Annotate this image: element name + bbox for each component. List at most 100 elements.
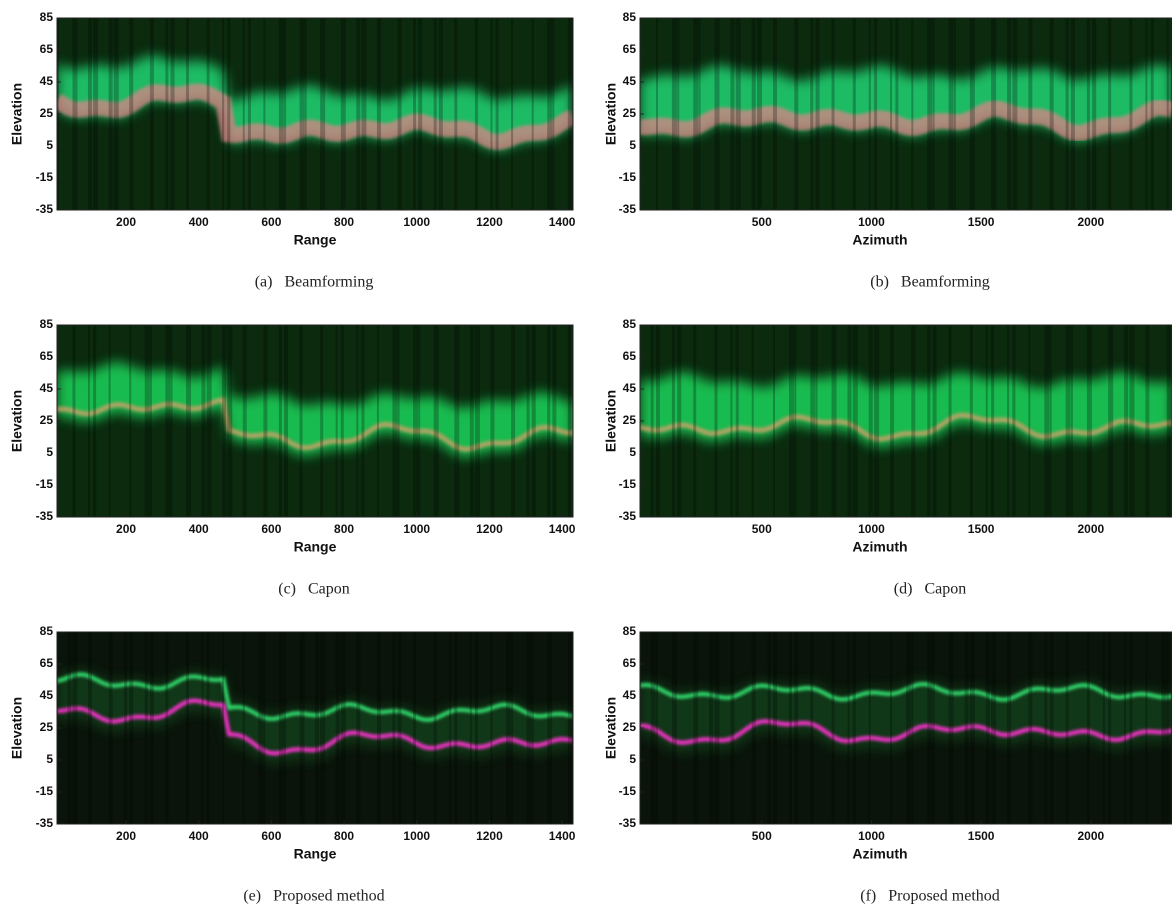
stripe bbox=[438, 18, 443, 210]
stripe bbox=[735, 325, 739, 517]
green-band bbox=[640, 679, 1172, 753]
stripe bbox=[335, 632, 340, 824]
tomogram bbox=[57, 18, 573, 210]
stripe bbox=[1065, 18, 1069, 210]
y-axis-label: Elevation bbox=[9, 390, 25, 452]
stripe bbox=[201, 325, 206, 517]
stripe bbox=[852, 325, 858, 517]
y-tick-label: 25 bbox=[623, 106, 637, 120]
red-layer bbox=[57, 83, 573, 151]
stripe bbox=[469, 632, 472, 824]
stripe bbox=[868, 18, 871, 210]
stripe bbox=[1070, 18, 1075, 210]
green-ridge bbox=[640, 682, 1172, 702]
stripe bbox=[831, 325, 837, 517]
y-tick-label: 5 bbox=[46, 138, 53, 152]
stripe bbox=[847, 632, 850, 824]
y-tick-label: 85 bbox=[40, 624, 54, 638]
stripe bbox=[794, 632, 799, 824]
tomogram bbox=[640, 18, 1172, 210]
y-axis-label: Elevation bbox=[603, 697, 619, 759]
y-tick-label: -15 bbox=[36, 170, 54, 184]
stripe bbox=[927, 325, 931, 517]
stripe bbox=[284, 632, 287, 824]
x-tick-label: 600 bbox=[261, 215, 281, 229]
y-tick-label: 25 bbox=[623, 720, 637, 734]
stripe bbox=[547, 632, 553, 824]
stripe bbox=[531, 18, 534, 210]
caption: (b) Beamforming bbox=[870, 274, 990, 291]
stripe bbox=[242, 325, 247, 517]
stripe bbox=[1007, 632, 1012, 824]
x-tick-label: 1500 bbox=[968, 215, 995, 229]
stripe bbox=[567, 18, 573, 210]
stripe bbox=[655, 632, 658, 824]
stripe bbox=[170, 325, 173, 517]
stripe bbox=[1166, 325, 1171, 517]
stripe bbox=[170, 18, 175, 210]
stripe bbox=[677, 325, 682, 517]
panel: 85 65 45 25 5 -15 -35 200 400 600 800 1000 1200 1400 E… bbox=[9, 10, 576, 291]
stripe bbox=[552, 18, 555, 210]
y-tick-label: 5 bbox=[629, 752, 636, 766]
stripe bbox=[852, 632, 856, 824]
stripe bbox=[788, 632, 792, 824]
y-tick-label: 25 bbox=[623, 413, 637, 427]
stripe bbox=[677, 18, 680, 210]
stripe bbox=[655, 18, 658, 210]
stripe bbox=[911, 18, 914, 210]
stripe bbox=[490, 18, 493, 210]
stripe bbox=[108, 18, 113, 210]
caption: (e) Proposed method bbox=[243, 888, 384, 905]
stripe bbox=[222, 632, 225, 824]
y-tick-label: 45 bbox=[623, 688, 637, 702]
stripe bbox=[852, 18, 856, 210]
y-tick-label: 5 bbox=[629, 445, 636, 459]
stripe bbox=[1124, 632, 1127, 824]
stripe bbox=[757, 18, 763, 210]
x-axis-label: Azimuth bbox=[852, 539, 907, 555]
stripe bbox=[953, 18, 956, 210]
stripe bbox=[242, 632, 245, 824]
x-tick-label: 800 bbox=[334, 829, 354, 843]
y-tick-label: -15 bbox=[36, 784, 54, 798]
stripe bbox=[810, 325, 816, 517]
x-tick-label: 2000 bbox=[1077, 829, 1104, 843]
panel: 85 65 45 25 5 -15 -35 500 1000 1500 2000 Elevation A… bbox=[603, 317, 1172, 598]
stripe bbox=[547, 325, 551, 517]
stripe bbox=[1012, 325, 1016, 517]
x-tick-label: 2000 bbox=[1077, 215, 1104, 229]
stripe bbox=[991, 632, 997, 824]
stripe bbox=[1070, 325, 1073, 517]
stripe bbox=[113, 18, 119, 210]
y-tick-label: -15 bbox=[619, 784, 637, 798]
x-tick-label: 1400 bbox=[549, 522, 576, 536]
stripe bbox=[1161, 632, 1167, 824]
y-tick-label: 25 bbox=[40, 720, 54, 734]
stripe bbox=[413, 325, 419, 517]
stripe bbox=[278, 18, 284, 210]
x-tick-label: 600 bbox=[261, 829, 281, 843]
stripe bbox=[693, 18, 699, 210]
stripe bbox=[87, 18, 92, 210]
y-tick-label: 65 bbox=[40, 656, 54, 670]
y-tick-label: 65 bbox=[40, 349, 54, 363]
stripe bbox=[552, 325, 557, 517]
stripe bbox=[474, 632, 478, 824]
stripe bbox=[815, 18, 820, 210]
tomogram bbox=[57, 325, 573, 517]
x-tick-label: 800 bbox=[334, 215, 354, 229]
stripe bbox=[1108, 325, 1114, 517]
stripe bbox=[278, 632, 284, 824]
stripe bbox=[376, 18, 381, 210]
stripe bbox=[490, 325, 495, 517]
x-tick-label: 500 bbox=[752, 215, 772, 229]
stripe bbox=[1044, 325, 1050, 517]
y-tick-label: 45 bbox=[623, 381, 637, 395]
stripe bbox=[831, 18, 835, 210]
stripe bbox=[773, 632, 777, 824]
stripe bbox=[263, 18, 266, 210]
stripe bbox=[895, 18, 899, 210]
stripe bbox=[418, 325, 421, 517]
red-layer bbox=[57, 396, 573, 452]
